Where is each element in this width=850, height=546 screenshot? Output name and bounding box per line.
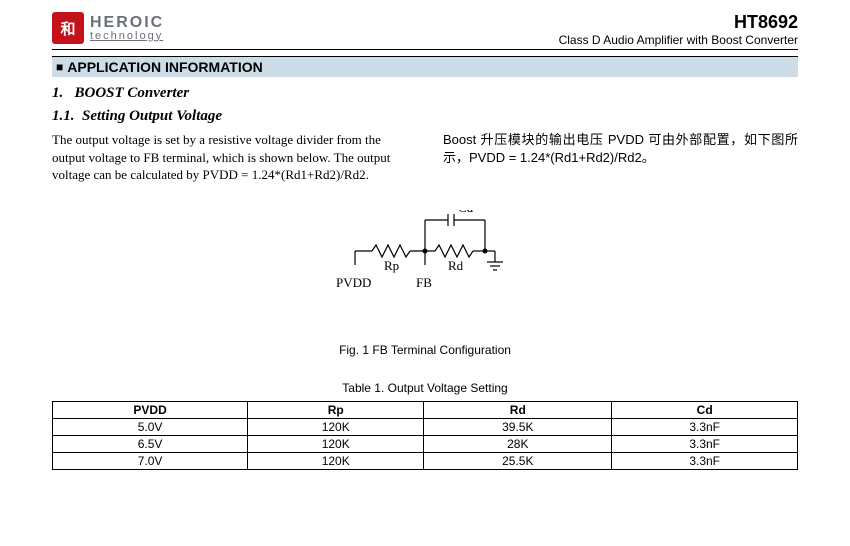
- cell: 5.0V: [53, 418, 248, 435]
- cell: 3.3nF: [612, 452, 798, 469]
- col-rd: Rd: [424, 401, 612, 418]
- label-rd: Rd: [448, 258, 464, 273]
- body-english: The output voltage is set by a resistive…: [52, 131, 407, 184]
- part-description: Class D Audio Amplifier with Boost Conve…: [559, 33, 798, 47]
- heading-1-1-number: 1.1.: [52, 108, 75, 124]
- logo-mark: 和: [52, 12, 84, 44]
- cell: 3.3nF: [612, 418, 798, 435]
- logo-text: HEROIC technology: [90, 15, 164, 42]
- body-chinese: Boost 升压模块的输出电压 PVDD 可由外部配置，如下图所示，PVDD =…: [443, 131, 798, 184]
- label-cd: Cd: [458, 210, 474, 215]
- heading-1-title: BOOST Converter: [75, 85, 190, 101]
- cell: 120K: [248, 452, 424, 469]
- table-caption: Table 1. Output Voltage Setting: [52, 381, 798, 395]
- header-right: HT8692 Class D Audio Amplifier with Boos…: [559, 12, 798, 47]
- col-pvdd: PVDD: [53, 401, 248, 418]
- heading-1-1-title: Setting Output Voltage: [82, 108, 222, 124]
- table-row: 6.5V 120K 28K 3.3nF: [53, 435, 798, 452]
- heading-1: 1. BOOST Converter: [52, 85, 798, 102]
- cell: 120K: [248, 418, 424, 435]
- table-row: 5.0V 120K 39.5K 3.3nF: [53, 418, 798, 435]
- body-columns: The output voltage is set by a resistive…: [52, 131, 798, 184]
- heading-1-number: 1.: [52, 85, 63, 101]
- cell: 6.5V: [53, 435, 248, 452]
- figure-circuit: Cd Rp Rd PVDD FB: [330, 210, 520, 305]
- brand-tagline: technology: [90, 31, 164, 42]
- table-row: 7.0V 120K 25.5K 3.3nF: [53, 452, 798, 469]
- heading-1-1: 1.1. Setting Output Voltage: [52, 108, 798, 125]
- cell: 39.5K: [424, 418, 612, 435]
- figure-caption: Fig. 1 FB Terminal Configuration: [339, 343, 511, 357]
- col-cd: Cd: [612, 401, 798, 418]
- label-fb: FB: [416, 275, 432, 290]
- output-voltage-table: PVDD Rp Rd Cd 5.0V 120K 39.5K 3.3nF 6.5V…: [52, 401, 798, 470]
- section-banner: ■ APPLICATION INFORMATION: [52, 56, 798, 77]
- label-pvdd: PVDD: [336, 275, 371, 290]
- square-bullet-icon: ■: [56, 60, 63, 74]
- col-rp: Rp: [248, 401, 424, 418]
- page-header: 和 HEROIC technology HT8692 Class D Audio…: [52, 12, 798, 50]
- figure-block: Cd Rp Rd PVDD FB Fig. 1 FB Terminal Conf…: [52, 210, 798, 375]
- cell: 7.0V: [53, 452, 248, 469]
- part-number: HT8692: [559, 12, 798, 33]
- cell: 28K: [424, 435, 612, 452]
- logo-block: 和 HEROIC technology: [52, 12, 164, 44]
- brand-name: HEROIC: [90, 15, 164, 31]
- cell: 3.3nF: [612, 435, 798, 452]
- section-banner-title: APPLICATION INFORMATION: [67, 59, 262, 75]
- cell: 120K: [248, 435, 424, 452]
- label-rp: Rp: [384, 258, 399, 273]
- table-header-row: PVDD Rp Rd Cd: [53, 401, 798, 418]
- cell: 25.5K: [424, 452, 612, 469]
